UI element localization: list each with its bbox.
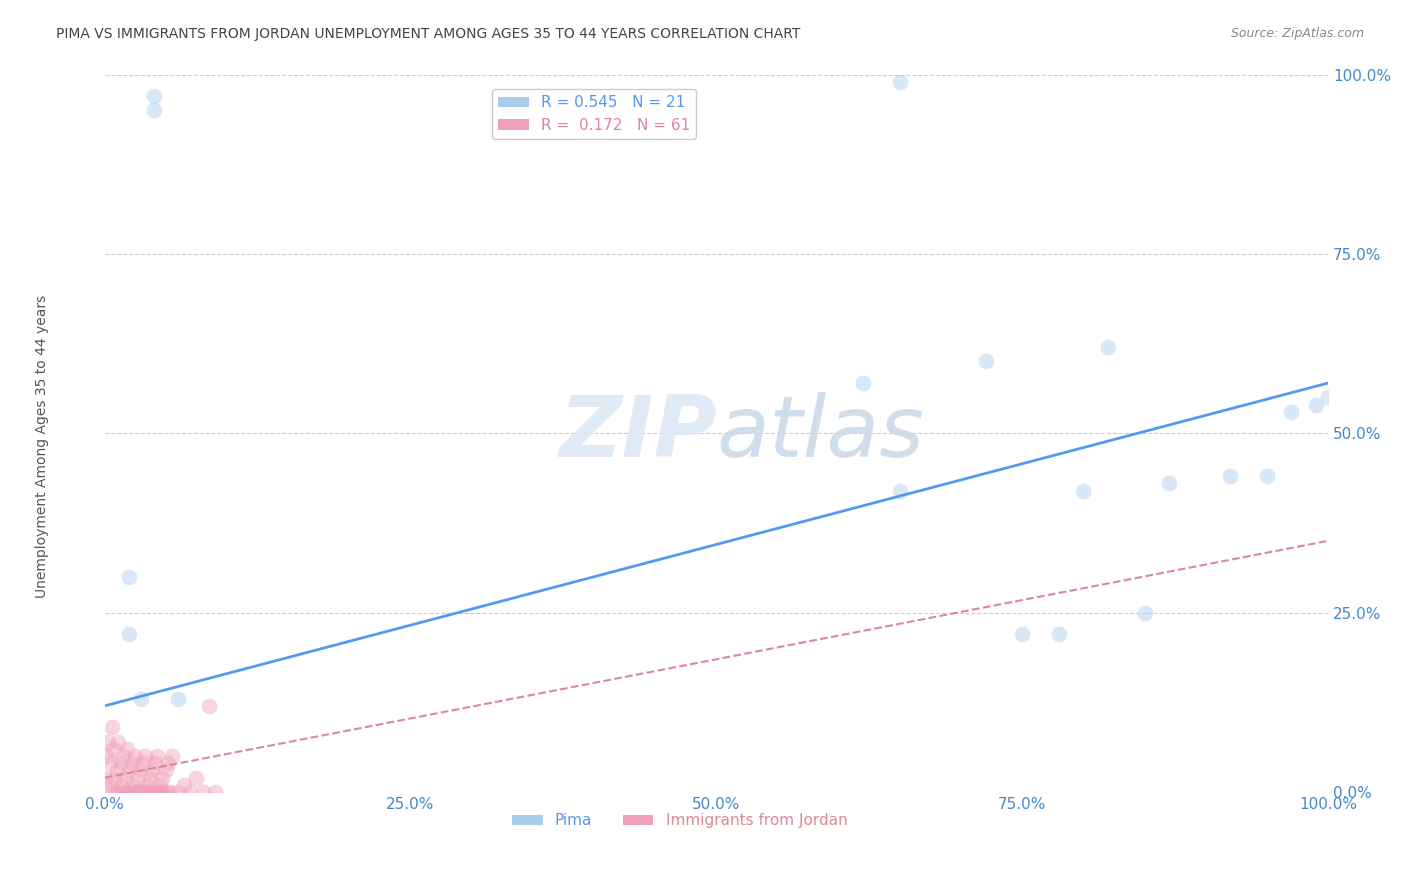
Point	[117, 785, 139, 799]
Point	[136, 778, 159, 792]
Point	[111, 778, 134, 792]
Point	[1317, 390, 1340, 404]
Point	[112, 785, 135, 799]
Point	[1097, 340, 1119, 354]
Point	[128, 785, 150, 799]
Point	[142, 785, 165, 799]
Text: PIMA VS IMMIGRANTS FROM JORDAN UNEMPLOYMENT AMONG AGES 35 TO 44 YEARS CORRELATIO: PIMA VS IMMIGRANTS FROM JORDAN UNEMPLOYM…	[56, 27, 800, 41]
Point	[108, 785, 131, 799]
Point	[122, 785, 145, 799]
Point	[124, 749, 146, 764]
Text: Source: ZipAtlas.com: Source: ZipAtlas.com	[1230, 27, 1364, 40]
Point	[129, 764, 152, 778]
Point	[204, 785, 226, 799]
Point	[1256, 469, 1278, 483]
Point	[103, 742, 125, 756]
Point	[152, 785, 174, 799]
Point	[112, 749, 135, 764]
Point	[97, 735, 120, 749]
Point	[118, 570, 141, 584]
Legend: Pima, Immigrants from Jordan: Pima, Immigrants from Jordan	[506, 807, 853, 835]
Point	[160, 749, 183, 764]
Point	[149, 785, 172, 799]
Point	[186, 771, 208, 785]
Point	[115, 742, 138, 756]
Point	[100, 785, 122, 799]
Point	[131, 756, 153, 771]
Point	[1011, 627, 1033, 641]
Point	[1305, 398, 1327, 412]
Point	[98, 756, 121, 771]
Point	[141, 785, 163, 799]
Point	[118, 764, 141, 778]
Point	[132, 785, 155, 799]
Point	[103, 771, 125, 785]
Point	[134, 749, 156, 764]
Point	[138, 785, 160, 799]
Point	[157, 756, 180, 771]
Point	[135, 785, 157, 799]
Point	[167, 691, 190, 706]
Point	[104, 785, 127, 799]
Point	[974, 354, 997, 368]
Point	[1281, 405, 1303, 419]
Point	[1047, 627, 1070, 641]
Point	[179, 785, 201, 799]
Point	[167, 785, 190, 799]
Point	[146, 749, 169, 764]
Point	[145, 785, 167, 799]
Point	[127, 771, 149, 785]
Point	[143, 756, 166, 771]
Point	[121, 756, 143, 771]
Point	[141, 764, 163, 778]
Point	[1133, 606, 1156, 620]
Point	[889, 75, 911, 89]
Point	[173, 778, 195, 792]
Point	[131, 691, 153, 706]
Point	[191, 785, 214, 799]
Point	[93, 771, 115, 785]
Point	[156, 785, 179, 799]
Point	[105, 764, 128, 778]
Point	[142, 103, 165, 118]
Point	[96, 749, 118, 764]
Point	[1157, 476, 1180, 491]
Point	[125, 785, 148, 799]
Point	[150, 771, 173, 785]
Point	[142, 89, 165, 103]
Point	[149, 778, 172, 792]
Point	[118, 627, 141, 641]
Point	[1219, 469, 1241, 483]
Point	[148, 785, 170, 799]
Point	[101, 720, 124, 734]
Text: atlas: atlas	[717, 392, 924, 475]
Point	[120, 785, 142, 799]
Point	[121, 778, 143, 792]
Point	[139, 771, 162, 785]
Point	[100, 778, 122, 792]
Point	[197, 698, 219, 713]
Point	[110, 756, 132, 771]
Point	[159, 785, 181, 799]
Point	[1073, 483, 1095, 498]
Point	[889, 483, 911, 498]
Point	[114, 771, 136, 785]
Point	[852, 376, 875, 390]
Point	[155, 764, 177, 778]
Text: Unemployment Among Ages 35 to 44 years: Unemployment Among Ages 35 to 44 years	[35, 294, 49, 598]
Point	[131, 785, 153, 799]
Text: ZIP: ZIP	[558, 392, 717, 475]
Point	[107, 735, 129, 749]
